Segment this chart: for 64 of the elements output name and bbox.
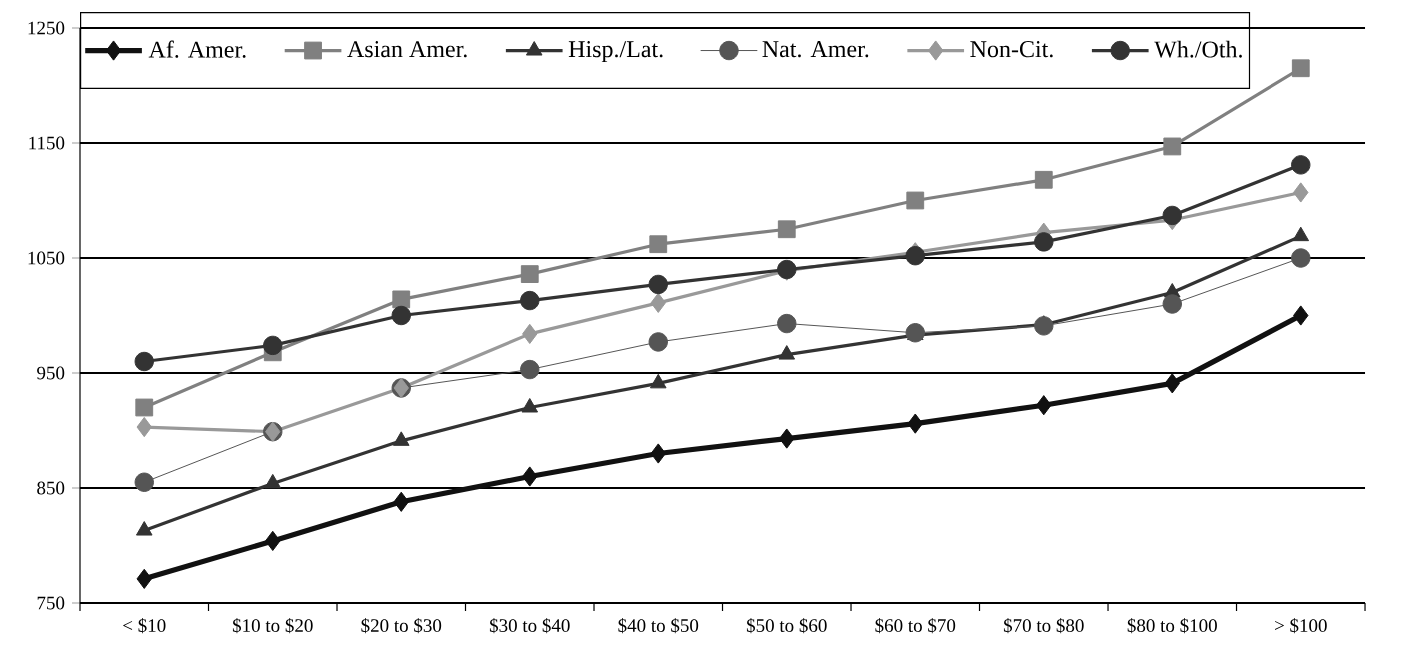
x-tick-label: $40 to $50 bbox=[618, 618, 699, 634]
point bbox=[1034, 232, 1054, 252]
y-tick-label: 1150 bbox=[29, 136, 65, 150]
x-tick-label: $80 to $100 bbox=[1127, 618, 1217, 634]
point bbox=[905, 246, 925, 266]
point bbox=[134, 472, 154, 492]
point bbox=[265, 530, 281, 551]
legend-label: Non-Cit. bbox=[970, 41, 1053, 58]
point bbox=[134, 351, 154, 372]
point bbox=[648, 332, 668, 352]
point bbox=[777, 220, 796, 239]
point bbox=[648, 274, 668, 295]
point bbox=[136, 568, 152, 589]
point bbox=[1034, 316, 1054, 336]
point bbox=[522, 466, 538, 487]
point bbox=[521, 398, 539, 413]
point bbox=[520, 359, 540, 380]
point bbox=[650, 443, 666, 464]
x-tick-label: $10 to $20 bbox=[232, 618, 313, 634]
point bbox=[1291, 248, 1311, 268]
point bbox=[520, 290, 540, 311]
x-tick-label: $20 to $30 bbox=[361, 618, 442, 634]
point bbox=[778, 345, 796, 360]
point bbox=[520, 265, 539, 283]
point bbox=[906, 191, 925, 210]
point bbox=[650, 292, 666, 313]
point bbox=[1162, 205, 1182, 226]
point bbox=[1291, 59, 1310, 78]
x-tick-label: < $10 bbox=[123, 618, 166, 634]
point bbox=[1036, 395, 1052, 416]
x-tick-label: $50 to $60 bbox=[746, 618, 827, 634]
point bbox=[1162, 294, 1182, 314]
point bbox=[907, 413, 923, 434]
point bbox=[392, 290, 411, 309]
y-tick-label: 850 bbox=[37, 481, 65, 495]
point bbox=[1034, 170, 1053, 189]
y-tick-label: 950 bbox=[37, 366, 65, 380]
point bbox=[779, 428, 795, 449]
y-tick-label: 1050 bbox=[28, 251, 65, 265]
point bbox=[1293, 305, 1309, 326]
x-tick-label: $70 to $80 bbox=[1003, 618, 1084, 634]
point bbox=[135, 521, 153, 536]
point bbox=[136, 416, 152, 438]
point bbox=[263, 335, 283, 356]
point bbox=[135, 398, 154, 417]
legend-label: Af. Amer. bbox=[148, 40, 246, 58]
x-tick-label: $30 to $40 bbox=[489, 618, 570, 634]
point bbox=[1293, 182, 1309, 203]
y-tick-label: 1250 bbox=[28, 21, 65, 35]
point bbox=[391, 305, 411, 326]
point bbox=[777, 313, 797, 334]
point bbox=[649, 235, 668, 254]
x-tick-label: > $100 bbox=[1275, 618, 1327, 634]
legend-label: Hisp./Lat. bbox=[568, 41, 663, 63]
x-tick-label: $60 to $70 bbox=[875, 618, 956, 634]
point bbox=[393, 491, 409, 512]
y-tick-label: 750 bbox=[37, 596, 65, 610]
point bbox=[1163, 137, 1182, 156]
legend-label: Wh./Oth. bbox=[1154, 40, 1242, 58]
point bbox=[522, 323, 538, 344]
legend-label: Nat. Amer. bbox=[762, 41, 869, 58]
legend-label: Asian Amer. bbox=[347, 41, 467, 58]
point bbox=[1291, 155, 1311, 175]
point bbox=[1164, 373, 1180, 394]
